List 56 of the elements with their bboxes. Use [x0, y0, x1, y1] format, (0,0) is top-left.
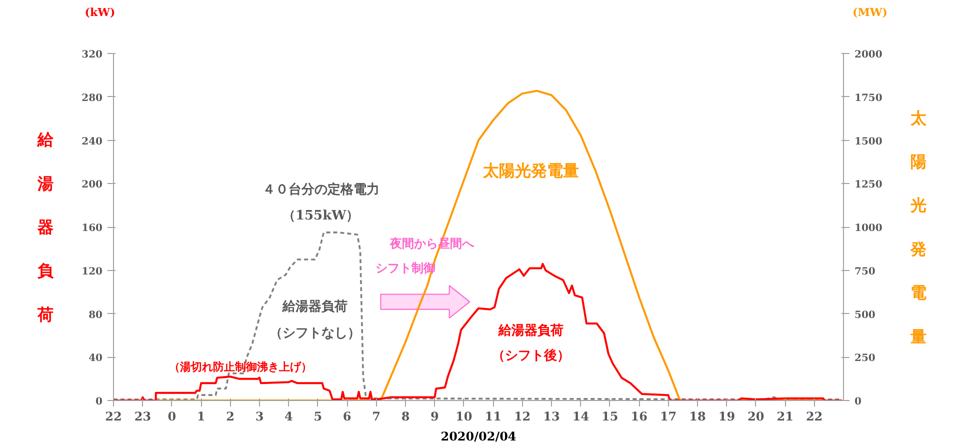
x-axis-title: 2020/02/04	[440, 430, 516, 444]
y-tick-label: 160	[82, 223, 103, 234]
y2-tick-label: 750	[854, 266, 876, 278]
x-tick-label: 18	[689, 410, 706, 424]
x-tick-label: 17	[660, 410, 677, 424]
x-tick-label: 7	[372, 410, 380, 424]
x-tick-label: 14	[572, 410, 590, 424]
annotation: ４０台分の定格電力	[262, 182, 380, 198]
x-tick-label: 23	[134, 410, 152, 424]
x-tick-label: 10	[456, 410, 472, 424]
x-tick-label: 22	[105, 410, 122, 424]
x-tick-label: 21	[776, 410, 794, 424]
x-tick-label: 8	[401, 410, 410, 424]
y2-tick-label: 250	[854, 353, 876, 364]
y-tick-label: 0	[96, 396, 103, 408]
annotation: 給湯器負荷	[498, 322, 564, 339]
y-tick-label: 120	[82, 266, 103, 278]
y-tick-label: 40	[88, 353, 103, 364]
text: 太陽光発電量	[910, 108, 926, 346]
x-tick-label: 4	[284, 410, 293, 424]
y2-tick-label: 500	[854, 310, 876, 321]
text: (kW)	[84, 5, 116, 21]
x-tick-label: 5	[314, 410, 322, 424]
y2-tick-label: 1250	[854, 180, 882, 191]
x-tick-label: 6	[342, 410, 352, 424]
x-tick-label: 1	[196, 410, 206, 424]
annotation: （155kW）	[282, 208, 360, 224]
x-tick-label: 2	[226, 410, 234, 424]
y-tick-label: 200	[82, 180, 103, 191]
y2-axis-title: 太陽光発電量	[482, 161, 580, 180]
y2-tick-label: 1750	[854, 92, 882, 104]
text: (MW)	[852, 5, 888, 21]
x-tick-label: 0	[168, 410, 176, 424]
x-tick-label: 19	[718, 410, 736, 424]
y-tick-label: 80	[88, 310, 103, 321]
y2-tick-label: 0	[854, 396, 862, 408]
x-tick-label: 3	[255, 410, 264, 424]
y-tick-label: 240	[82, 136, 103, 148]
x-tick-label: 15	[602, 410, 618, 424]
annotation: （シフトなし）	[269, 326, 360, 341]
x-tick-label: 22	[806, 410, 823, 424]
x-tick-label: 12	[514, 410, 531, 424]
y2-tick-label: 1000	[854, 223, 882, 234]
y2-tick-label: 2000	[854, 50, 882, 60]
annotation: （シフト後）	[492, 348, 570, 364]
y-axis-title: 給湯器負荷	[281, 298, 348, 315]
x-tick-label: 11	[484, 410, 502, 424]
x-tick-label: 20	[748, 410, 764, 424]
y2-tick-label: 1500	[854, 136, 882, 148]
x-tick-label: 16	[630, 410, 648, 424]
y-tick-label: 320	[82, 50, 103, 60]
annotation: （湯切れ防止制御沸き上げ）	[169, 360, 312, 374]
y-tick-label: 280	[82, 92, 103, 104]
x-tick-label: 9	[430, 410, 439, 424]
text: 給湯器負荷	[38, 130, 54, 324]
x-tick-label: 13	[543, 410, 560, 424]
